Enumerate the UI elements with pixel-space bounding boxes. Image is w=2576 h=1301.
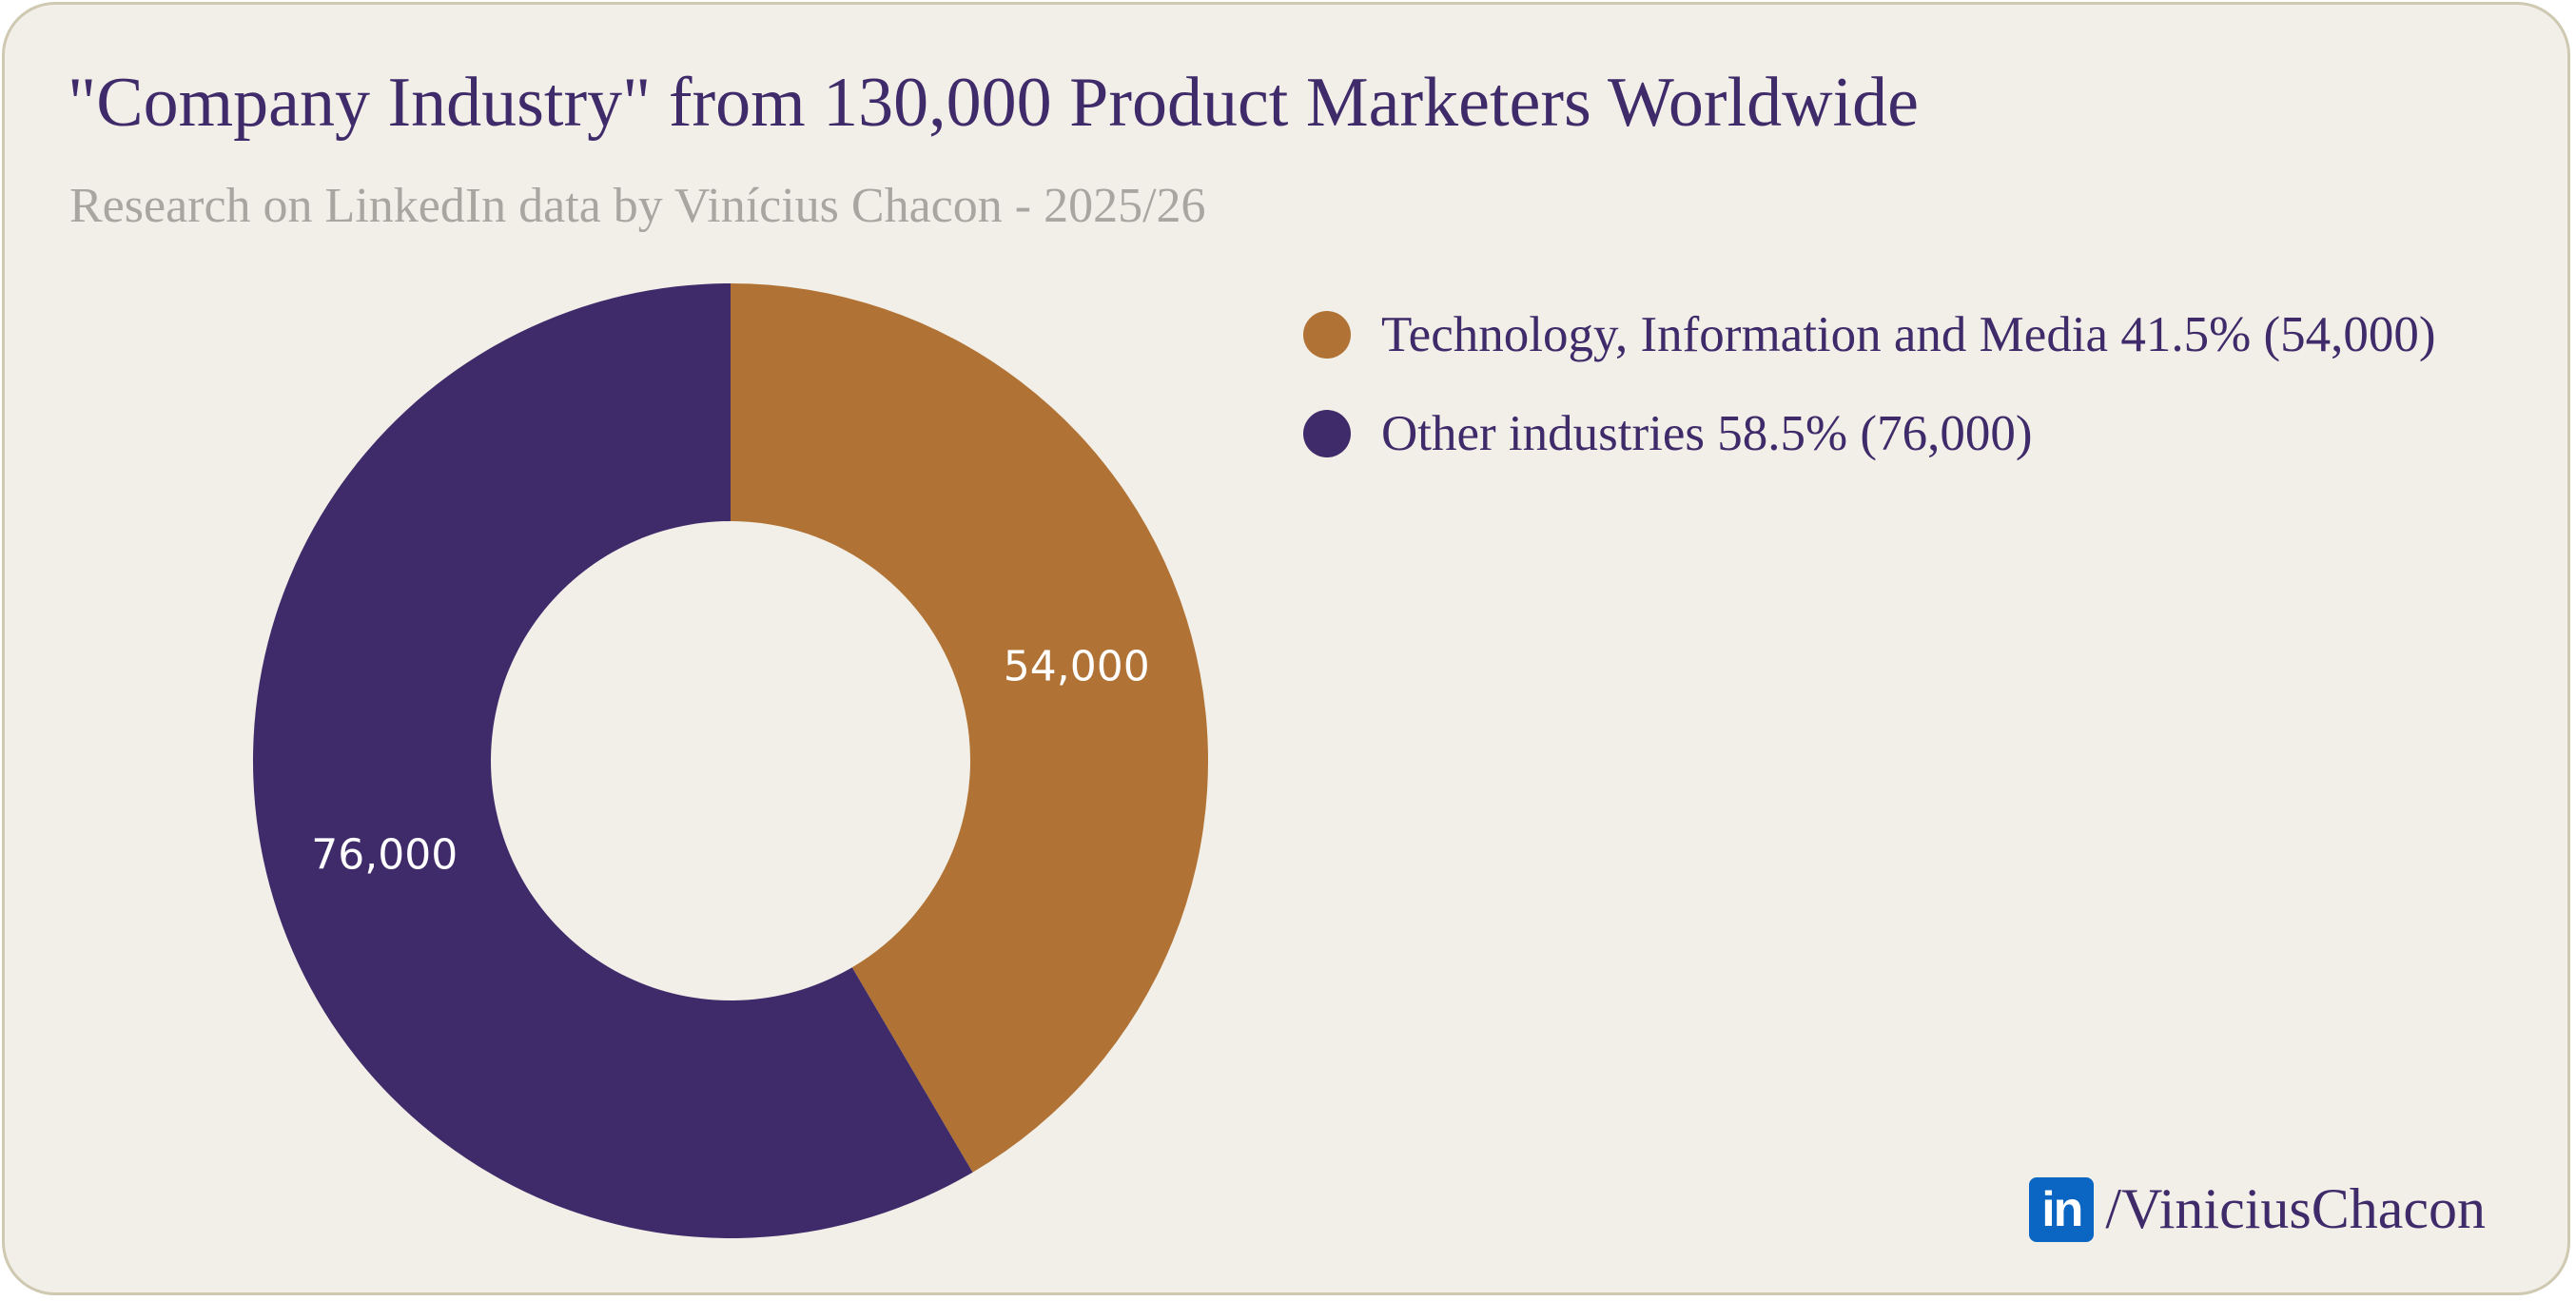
- donut-slice-0: [731, 283, 1208, 1173]
- chart-subtitle: Research on LinkedIn data by Vinícius Ch…: [69, 179, 1206, 233]
- legend-item-0: Technology, Information and Media 41.5% …: [1303, 285, 2436, 384]
- linkedin-handle: in /ViniciusChacon: [2029, 1176, 2486, 1242]
- chart-title: "Company Industry" from 130,000 Product …: [68, 64, 1919, 142]
- legend-marker-1: [1303, 410, 1351, 457]
- slice-data-label-1: 76,000: [311, 831, 458, 880]
- slice-data-label-0: 54,000: [1004, 642, 1150, 690]
- chart-legend: Technology, Information and Media 41.5% …: [1303, 285, 2436, 483]
- linkedin-handle-text: /ViniciusChacon: [2105, 1177, 2486, 1240]
- legend-label-1: Other industries 58.5% (76,000): [1381, 406, 2033, 461]
- linkedin-icon: in: [2029, 1176, 2095, 1242]
- donut-slice-1: [253, 283, 973, 1238]
- legend-marker-0: [1303, 311, 1351, 359]
- legend-label-0: Technology, Information and Media 41.5% …: [1381, 307, 2436, 362]
- legend-item-1: Other industries 58.5% (76,000): [1303, 384, 2436, 483]
- donut-chart: 54,000 76,000: [253, 283, 1208, 1238]
